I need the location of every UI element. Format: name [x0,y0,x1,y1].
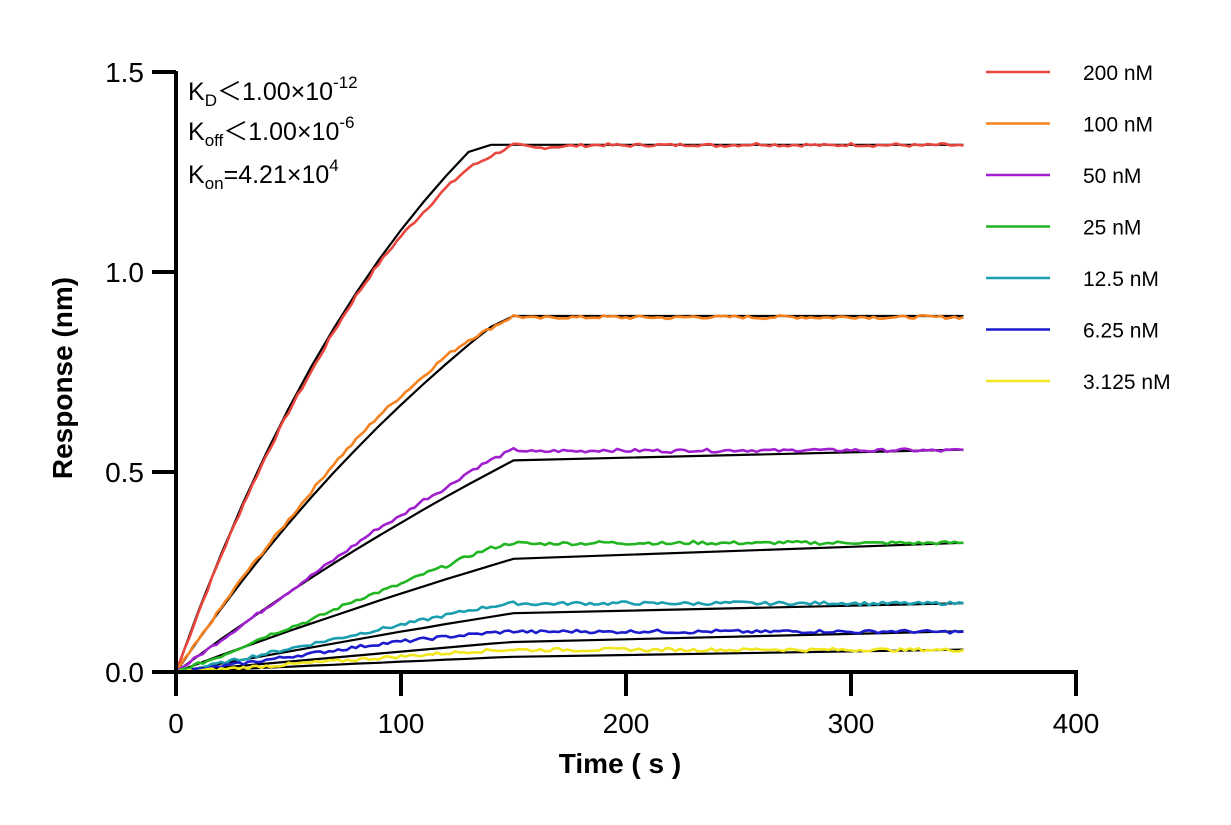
kinetic-annotations: KD＜1.00×10-12 Koff＜1.00×10-6 Kon=4.21×10… [188,73,358,193]
legend-label: 50 nM [1083,165,1141,188]
x-ticks: 0 100 200 300 400 [168,672,1099,739]
series-line-2 [174,313,964,673]
y-tick-label: 1.5 [105,57,144,88]
x-tick-label: 100 [378,708,425,739]
fit-line-3 [175,448,964,673]
fit-lines [174,143,964,674]
y-tick-label: 0.0 [105,657,144,688]
y-tick-label: 1.0 [105,257,144,288]
series-line-1 [174,141,964,673]
x-axis-title: Time ( s ) [559,748,681,779]
legend: 200 nM 100 nM 50 nM 25 nM 12.5 nM 6.25 nM 3.12… [986,62,1171,394]
y-axis-title: Response (nm) [47,277,78,479]
fit-line-6 [175,630,964,674]
legend-label: 12.5 nM [1083,268,1159,291]
legend-label: 6.25 nM [1083,320,1159,343]
fit-line-5 [175,602,964,674]
legend-label: 100 nM [1083,114,1153,137]
koff-annotation: Koff＜1.00×10-6 [188,113,354,150]
series-line-3 [175,446,964,674]
fit-line-4 [175,541,964,674]
series-line-4 [175,539,964,674]
legend-label: 25 nM [1083,217,1141,240]
kon-annotation: Kon=4.21×104 [188,156,339,193]
x-tick-label: 200 [603,708,650,739]
x-axis: 0 100 200 300 400 [168,670,1099,739]
x-tick-label: 0 [168,708,184,739]
y-tick-label: 0.5 [105,457,144,488]
series-line-7 [175,646,964,674]
series-lines [174,141,964,675]
y-axis: 0.0 0.5 1.0 1.5 [105,57,178,688]
legend-label: 3.125 nM [1083,371,1171,394]
x-tick-label: 300 [828,708,875,739]
y-ticks: 0.0 0.5 1.0 1.5 [105,57,176,688]
fit-line-1 [174,143,964,673]
series-line-6 [175,628,964,675]
kd-annotation: KD＜1.00×10-12 [188,73,358,110]
series-line-5 [175,600,964,674]
x-tick-label: 400 [1053,708,1100,739]
fit-line-2 [175,314,964,673]
legend-label: 200 nM [1083,62,1153,85]
